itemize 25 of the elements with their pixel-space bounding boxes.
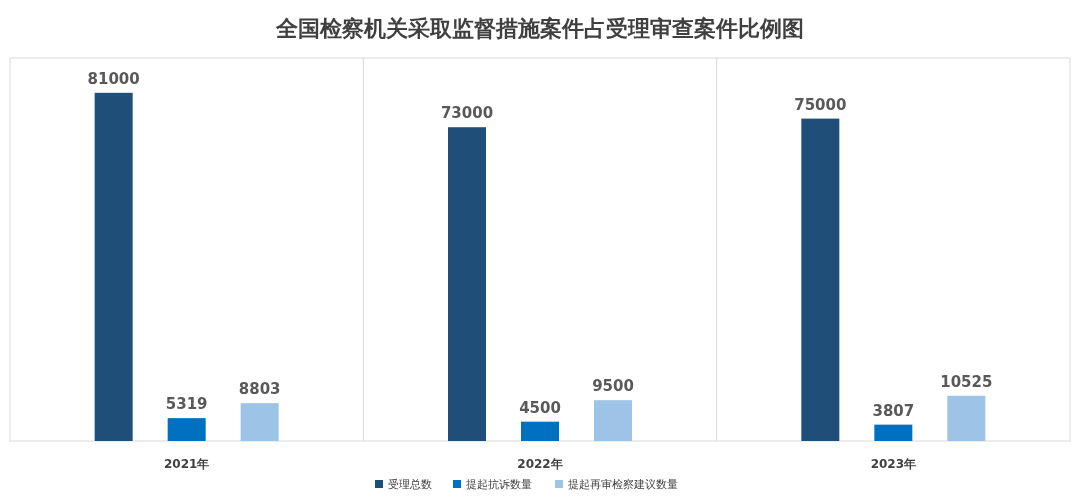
bar — [801, 118, 840, 441]
data-label: 81000 — [87, 69, 140, 88]
data-label: 8803 — [238, 380, 281, 399]
data-label: 9500 — [592, 377, 634, 396]
bar — [521, 421, 559, 441]
x-tick-label: 2021年 — [163, 457, 210, 471]
bar — [947, 395, 986, 441]
x-tick-label: 2022年 — [517, 457, 563, 471]
chart-title: 全国检察机关采取监督措施案件占受理审查案件比例图 — [275, 16, 804, 41]
bar — [448, 127, 486, 441]
bar — [594, 400, 632, 441]
legend-label: 受理总数 — [388, 478, 432, 491]
legend-label: 提起抗诉数量 — [466, 478, 532, 491]
data-label: 10525 — [940, 372, 993, 391]
bar — [167, 418, 206, 441]
data-label: 73000 — [440, 104, 494, 123]
x-tick-label: 2023年 — [870, 457, 917, 471]
data-label: 3807 — [872, 401, 915, 420]
bar — [94, 92, 133, 441]
data-label: 4500 — [519, 398, 561, 417]
bar — [240, 403, 279, 441]
data-label: 75000 — [794, 95, 847, 114]
bar — [874, 424, 913, 441]
legend-label: 提起再审检察建议数量 — [568, 478, 678, 491]
data-label: 5319 — [165, 395, 208, 414]
